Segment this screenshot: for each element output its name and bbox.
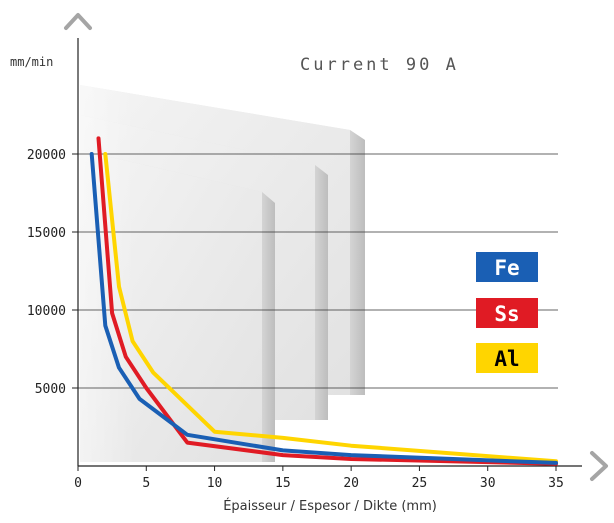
series-line-al [103, 152, 558, 464]
metal-plates-illustration [0, 60, 365, 480]
legend-item-ss: Ss [476, 298, 538, 328]
grid-lines [78, 153, 558, 389]
legend-label: Ss [494, 302, 519, 326]
y-tick-label: 20000 [27, 148, 66, 163]
legend-swatch [476, 298, 538, 328]
legend: Fe Ss Al [476, 252, 538, 373]
y-tick-label: 5000 [35, 382, 66, 397]
legend-label: Fe [494, 256, 519, 280]
series-line-fe [89, 152, 558, 465]
x-axis-title: Épaisseur / Espesor / Dikte (mm) [223, 498, 437, 514]
chart-subtitle: Current 90 A [300, 55, 459, 75]
y-tick-label: 15000 [27, 226, 66, 241]
x-tick-label: 20 [343, 476, 359, 491]
legend-label: Al [494, 347, 519, 371]
legend-swatch [476, 252, 538, 282]
x-tick-label: 15 [275, 476, 291, 491]
x-tick-label: 10 [207, 476, 223, 491]
series-lines [89, 136, 558, 466]
x-tick-label: 30 [480, 476, 496, 491]
y-tick-labels: 5000 10000 15000 20000 [27, 148, 78, 397]
series-line-ss [96, 136, 558, 466]
x-tick-labels: 0 5 10 15 20 25 30 35 [74, 466, 564, 491]
x-tick-label: 35 [548, 476, 564, 491]
x-tick-label: 0 [74, 476, 82, 491]
y-axis-unit: mm/min [10, 55, 53, 69]
x-tick-label: 25 [412, 476, 428, 491]
x-axis-arrow-icon [590, 451, 608, 481]
y-tick-label: 10000 [27, 304, 66, 319]
x-tick-label: 5 [142, 476, 150, 491]
y-axis-arrow-icon [64, 13, 92, 30]
legend-item-al: Al [476, 343, 538, 373]
legend-swatch [476, 343, 538, 373]
legend-item-fe: Fe [476, 252, 538, 282]
